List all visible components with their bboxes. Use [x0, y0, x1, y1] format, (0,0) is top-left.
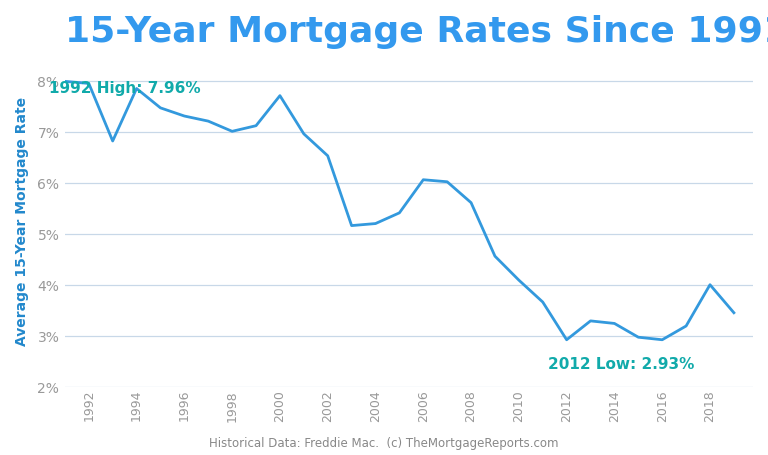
Text: 15-Year Mortgage Rates Since 1991: 15-Year Mortgage Rates Since 1991: [65, 15, 768, 49]
Text: Historical Data: Freddie Mac.  (c) TheMortgageReports.com: Historical Data: Freddie Mac. (c) TheMor…: [209, 437, 559, 450]
Text: 1992 High: 7.96%: 1992 High: 7.96%: [49, 81, 200, 96]
Y-axis label: Average 15-Year Mortgage Rate: Average 15-Year Mortgage Rate: [15, 97, 29, 346]
Text: 2012 Low: 2.93%: 2012 Low: 2.93%: [548, 357, 694, 372]
